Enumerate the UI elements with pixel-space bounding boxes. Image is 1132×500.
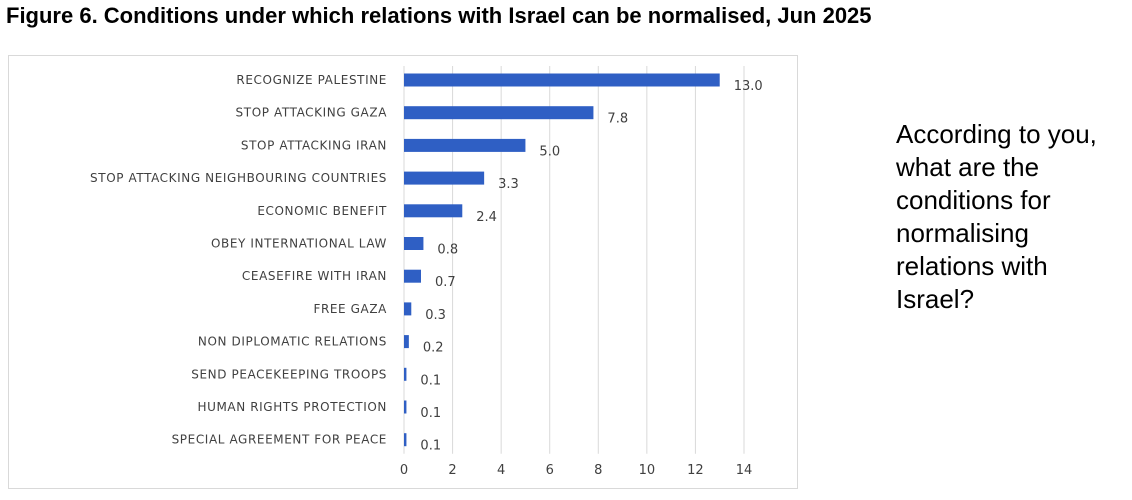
data-label: 0.2 [423,341,444,356]
bar [404,73,720,87]
category-label: RECOGNIZE PALESTINE [236,73,387,87]
category-label: STOP ATTACKING GAZA [236,106,388,120]
category-label: STOP ATTACKING NEIGHBOURING COUNTRIES [90,171,387,185]
value-labels: 13.0 7.8 5.0 3.3 2.4 0.8 0.7 0.3 0.2 0.1 0.1 0.1 [420,79,762,454]
category-label: STOP ATTACKING IRAN [241,138,387,152]
category-label: NON DIPLOMATIC RELATIONS [198,335,387,349]
category-label: OBEY INTERNATIONAL LAW [211,237,387,251]
category-label: HUMAN RIGHTS PROTECTION [197,400,387,414]
data-label: 0.7 [435,275,456,290]
x-tick-label: 10 [639,463,656,478]
x-tick-label: 0 [400,463,408,478]
bar-chart: RECOGNIZE PALESTINE STOP ATTACKING GAZA ST… [90,66,763,478]
bars [404,73,720,447]
data-label: 0.1 [420,439,441,454]
x-axis-tick-labels: 0 2 4 6 8 10 12 14 [400,463,752,478]
survey-question: According to you, what are the condition… [896,119,1097,314]
data-label: 5.0 [539,144,560,159]
category-labels: RECOGNIZE PALESTINE STOP ATTACKING GAZA ST… [90,73,387,447]
gridlines [403,66,745,454]
data-label: 3.3 [498,177,519,192]
data-label: 0.8 [437,243,458,258]
data-label: 13.0 [734,79,763,94]
chart-area: RECOGNIZE PALESTINE STOP ATTACKING GAZA ST… [8,55,798,489]
bar [404,367,407,381]
data-label: 0.1 [420,373,441,388]
category-label: FREE GAZA [313,302,387,316]
bar [404,106,594,120]
x-tick-label: 14 [736,463,753,478]
category-label: ECONOMIC BENEFIT [257,204,387,218]
x-tick-label: 4 [497,463,505,478]
data-label: 2.4 [476,210,497,225]
bar [404,302,412,316]
bar [404,335,409,349]
x-tick-label: 8 [594,463,602,478]
bar [404,400,407,414]
x-tick-label: 12 [687,463,704,478]
data-label: 7.8 [607,112,628,127]
category-label: CEASEFIRE WITH IRAN [242,269,387,283]
data-label: 0.3 [425,308,446,323]
x-tick-label: 2 [448,463,456,478]
figure-title: Figure 6. Conditions under which relatio… [6,3,872,28]
category-label: SEND PEACEKEEPING TROOPS [191,367,387,381]
bar [404,171,485,185]
bar [404,269,421,283]
bar [404,204,463,218]
bar [404,237,424,250]
category-label: SPECIAL AGREEMENT FOR PEACE [172,433,387,447]
bar [404,433,407,447]
bar [404,138,526,152]
data-label: 0.1 [420,406,441,421]
x-tick-label: 6 [546,463,554,478]
